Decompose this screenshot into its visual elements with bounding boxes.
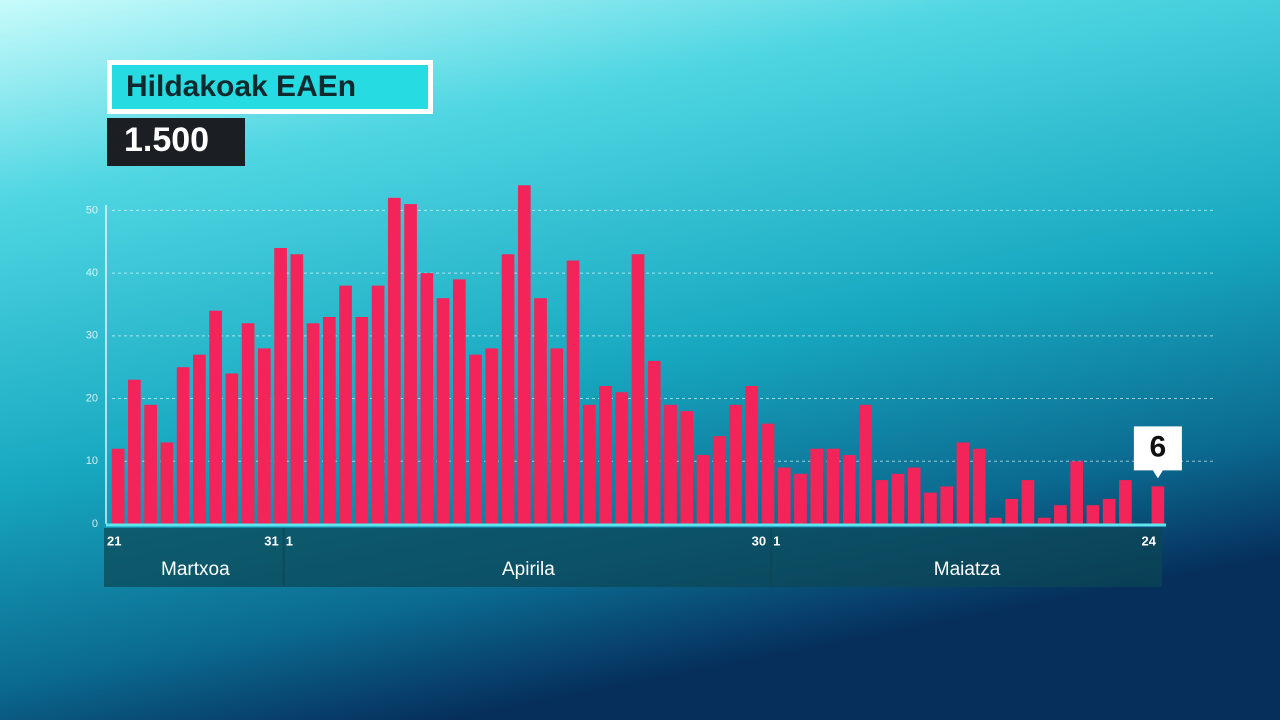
bar	[566, 260, 580, 524]
bar	[924, 492, 937, 524]
value-callout	[1133, 426, 1182, 479]
bar	[940, 486, 954, 524]
chart-title: Hildakoak EAEn	[126, 70, 356, 103]
bar	[371, 285, 385, 524]
bar	[469, 354, 482, 524]
y-tick-label: 0	[92, 518, 98, 530]
y-tick-label: 20	[86, 392, 98, 404]
bar	[680, 411, 694, 524]
bar	[1021, 480, 1035, 524]
bar	[517, 185, 531, 525]
bar	[664, 404, 677, 524]
bar	[160, 442, 174, 524]
bar	[176, 367, 190, 524]
month-label: Martxoa	[161, 559, 230, 580]
y-tick-label: 10	[86, 455, 98, 467]
bar	[989, 517, 1002, 524]
month-band	[282, 528, 773, 587]
bar	[729, 404, 742, 524]
bar	[859, 404, 872, 524]
bar	[355, 317, 369, 524]
y-tick-label: 40	[86, 267, 98, 279]
bar	[745, 386, 759, 524]
bar	[826, 448, 840, 524]
bar	[290, 254, 304, 525]
bar	[550, 348, 564, 524]
bar	[1151, 486, 1165, 524]
month-label: Maiatza	[934, 559, 1001, 580]
bar	[193, 354, 206, 524]
bar	[1054, 505, 1067, 524]
bar	[615, 392, 629, 524]
bar	[1070, 461, 1083, 524]
bar	[777, 467, 791, 524]
x-tick-label: 30	[752, 533, 766, 548]
y-tick-label: 30	[86, 330, 98, 342]
bar	[501, 254, 515, 525]
x-tick-label: 1	[773, 533, 780, 548]
bar	[956, 442, 970, 524]
x-tick-label: 31	[264, 533, 278, 548]
bar	[907, 467, 921, 524]
bar	[712, 436, 726, 524]
bar	[274, 248, 287, 524]
x-tick-label: 21	[107, 533, 121, 548]
y-tick-label: 50	[86, 204, 98, 216]
month-label: Apirila	[502, 559, 555, 580]
bar	[794, 473, 807, 524]
bar	[1005, 498, 1018, 524]
bar	[582, 404, 596, 524]
x-tick-label: 24	[1142, 533, 1157, 548]
bar	[387, 197, 401, 524]
bar	[810, 448, 824, 524]
bar	[258, 348, 271, 524]
bar	[306, 323, 320, 524]
bar	[339, 285, 352, 524]
bar	[404, 204, 417, 524]
month-band	[104, 528, 285, 587]
bar	[209, 310, 222, 524]
bar	[436, 298, 450, 524]
bar	[420, 273, 434, 524]
bar	[144, 404, 157, 524]
title-box	[112, 65, 428, 109]
bar	[761, 423, 775, 524]
bar	[972, 448, 986, 524]
bar	[1119, 480, 1132, 524]
bar	[241, 323, 255, 524]
month-band	[770, 528, 1162, 587]
x-tick-label: 1	[286, 533, 293, 548]
bar	[322, 317, 336, 524]
bar	[842, 455, 856, 524]
bar	[891, 473, 905, 524]
bar	[1037, 517, 1051, 524]
total-box	[107, 118, 245, 166]
bar	[128, 379, 141, 524]
total-count: 1.500	[124, 121, 209, 159]
bar	[696, 455, 710, 524]
bar	[1086, 505, 1100, 524]
bar	[599, 386, 612, 524]
value-label: 6	[1150, 430, 1167, 463]
bar	[452, 279, 466, 524]
bar	[875, 480, 889, 524]
bar	[225, 373, 239, 524]
bar	[534, 298, 547, 524]
bar	[485, 348, 499, 524]
bar	[111, 448, 125, 524]
bar	[631, 254, 645, 525]
bar	[1102, 498, 1116, 524]
bar	[647, 360, 661, 524]
